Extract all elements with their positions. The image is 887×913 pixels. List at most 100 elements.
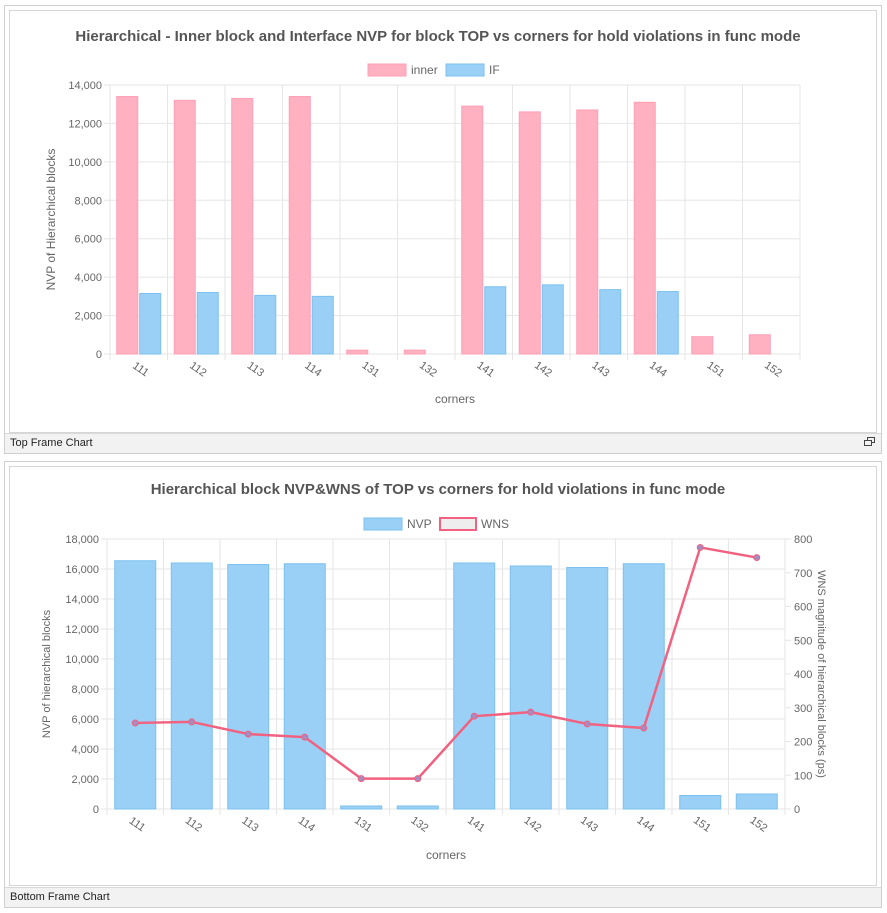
- wns-point: [470, 712, 478, 720]
- bar-inner: [518, 111, 541, 355]
- x-tick-label: 141: [465, 814, 487, 834]
- bar-nvp: [622, 563, 665, 810]
- y-tick-label: 4,000: [74, 272, 102, 284]
- bar-nvp: [340, 805, 383, 810]
- bar-if: [196, 292, 219, 355]
- legend-label-nvp: NVP: [407, 517, 432, 531]
- bar-inner: [691, 336, 714, 355]
- y-tick-label: 4,000: [71, 744, 99, 756]
- y2-tick-label: 700: [794, 568, 812, 580]
- x-tick-label: 151: [691, 814, 713, 834]
- bar-inner: [116, 96, 139, 355]
- x-tick-label: 132: [409, 814, 431, 834]
- bottom-frame: Hierarchical block NVP&WNS of TOP vs cor…: [4, 461, 882, 908]
- x-tick-label: 152: [762, 359, 784, 379]
- wns-point: [357, 775, 365, 783]
- x-tick-label: 142: [522, 814, 544, 834]
- wns-line: [135, 546, 757, 780]
- bar-nvp: [679, 795, 722, 810]
- bar-inner: [748, 334, 771, 355]
- wns-point: [753, 554, 761, 562]
- bar-inner: [403, 349, 426, 355]
- y2-tick-label: 600: [794, 602, 812, 614]
- y-tick-label: 12,000: [68, 118, 102, 130]
- y-tick-label: 14,000: [68, 80, 102, 92]
- y-tick-label: 0: [96, 349, 102, 361]
- bottom-frame-caption: Bottom Frame Chart: [10, 891, 110, 903]
- y2-tick-label: 400: [794, 669, 812, 681]
- bar-inner: [576, 109, 599, 355]
- bar-nvp: [227, 564, 270, 810]
- wns-point: [414, 775, 422, 783]
- bar-if: [656, 291, 679, 355]
- x-axis-label: corners: [426, 848, 466, 862]
- y-tick-label: 18,000: [65, 534, 99, 546]
- top-chart: Hierarchical - Inner block and Interface…: [44, 28, 801, 406]
- bottom-frame-caption-bar: Bottom Frame Chart: [5, 887, 881, 907]
- x-tick-label: 114: [302, 360, 323, 380]
- y2-tick-label: 200: [794, 737, 812, 749]
- legend-swatch-if: [445, 63, 485, 77]
- x-tick-label: 132: [417, 359, 439, 379]
- x-tick-label: 152: [748, 814, 770, 834]
- bar-if: [599, 289, 622, 355]
- x-tick-label: 144: [635, 814, 657, 834]
- bottom-chart-area: Hierarchical block NVP&WNS of TOP vs cor…: [9, 466, 877, 886]
- bar-if: [541, 284, 564, 355]
- x-tick-label: 143: [590, 359, 612, 379]
- legend-label-if: IF: [489, 63, 500, 77]
- y-tick-label: 2,000: [74, 311, 102, 323]
- x-tick-label: 151: [705, 359, 727, 379]
- y-tick-label: 12,000: [65, 624, 99, 636]
- bar-nvp: [396, 805, 439, 810]
- wns-point: [527, 708, 535, 716]
- bar-inner: [288, 96, 311, 355]
- bar-if: [254, 294, 277, 355]
- x-tick-label: 113: [245, 360, 266, 380]
- y-tick-label: 6,000: [71, 714, 99, 726]
- legend-swatch-wns: [439, 517, 477, 531]
- top-frame-caption: Top Frame Chart: [10, 437, 93, 449]
- chart-title: Hierarchical block NVP&WNS of TOP vs cor…: [151, 481, 726, 498]
- y-tick-label: 0: [93, 804, 99, 816]
- x-tick-label: 114: [296, 815, 317, 835]
- x-tick-label: 112: [187, 360, 208, 380]
- bar-inner: [173, 99, 196, 355]
- y-tick-label: 8,000: [74, 195, 102, 207]
- y-tick-label: 14,000: [65, 594, 99, 606]
- bar-nvp: [170, 562, 213, 810]
- bar-inner: [231, 97, 254, 355]
- x-tick-label: 111: [130, 360, 151, 379]
- chart-title: Hierarchical - Inner block and Interface…: [75, 28, 800, 45]
- bar-if: [311, 295, 334, 355]
- wns-point: [696, 543, 704, 551]
- y-axis-label: NVP of hierarchical blocks: [41, 609, 53, 738]
- y-tick-label: 10,000: [65, 654, 99, 666]
- y-axis-label: NVP of Hierarchical blocks: [44, 149, 58, 291]
- x-tick-label: 113: [239, 815, 260, 835]
- x-tick-label: 141: [475, 359, 497, 379]
- bar-nvp: [453, 562, 496, 810]
- bottom-chart: Hierarchical block NVP&WNS of TOP vs cor…: [41, 481, 827, 862]
- top-frame-caption-bar: Top Frame Chart: [5, 433, 881, 453]
- y-tick-label: 2,000: [71, 774, 99, 786]
- y2-tick-label: 800: [794, 534, 812, 546]
- wns-point: [188, 718, 196, 726]
- legend-swatch-nvp: [363, 517, 403, 531]
- wns-point: [640, 724, 648, 732]
- bar-nvp: [509, 565, 552, 810]
- x-tick-label: 143: [578, 814, 600, 834]
- bar-if: [484, 286, 507, 355]
- legend-swatch-inner: [367, 63, 407, 77]
- y2-tick-label: 100: [794, 770, 812, 782]
- restore-window-icon[interactable]: [864, 437, 875, 447]
- wns-point: [131, 719, 139, 727]
- bar-nvp: [735, 793, 778, 810]
- x-axis-label: corners: [435, 392, 475, 406]
- x-tick-label: 131: [352, 814, 374, 834]
- y-tick-label: 8,000: [71, 684, 99, 696]
- legend-label-wns: WNS: [481, 517, 509, 531]
- bar-nvp: [566, 567, 609, 810]
- y-tick-label: 6,000: [74, 234, 102, 246]
- bar-nvp: [114, 560, 157, 810]
